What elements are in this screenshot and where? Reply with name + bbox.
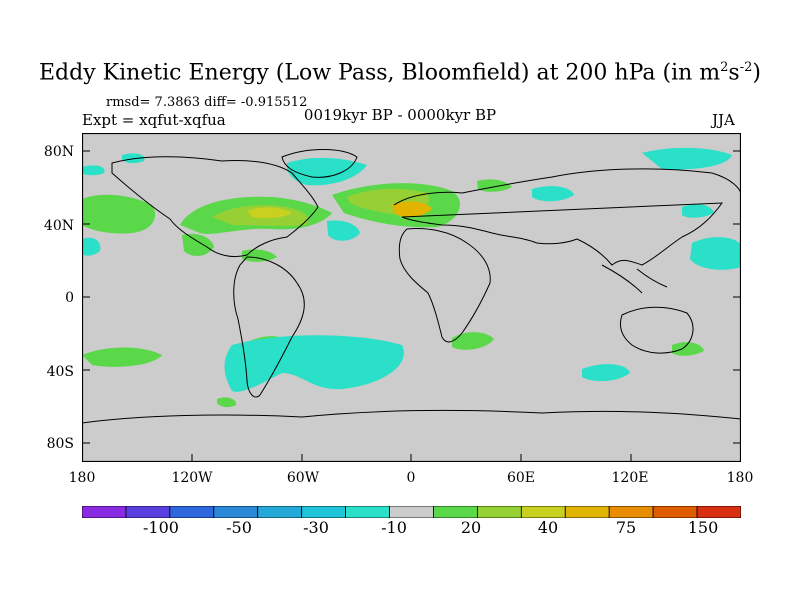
colorbar-box (82, 506, 127, 518)
colorbar-box (213, 506, 259, 518)
south-africa-patch (452, 332, 494, 350)
colorbar-label: -10 (381, 518, 407, 537)
greenland-sea-patch (286, 157, 367, 186)
title-unit-exp2: -2 (739, 60, 753, 75)
colorbar-box (476, 506, 522, 518)
title-end: ) (752, 60, 761, 86)
australia-coast (619, 306, 694, 354)
japan-patch (682, 204, 714, 218)
east-pacific-patch (82, 237, 101, 256)
central-asia-patch (532, 186, 574, 202)
colorbar-box (564, 506, 610, 518)
colorbar-box (608, 506, 654, 518)
lon-label-60w: 60W (286, 470, 320, 486)
mexico-patch (182, 233, 214, 256)
na-jet-max (247, 207, 292, 219)
colorbar-box (345, 506, 390, 518)
colorbar-label: 150 (687, 518, 719, 537)
north-america-coast (111, 156, 319, 258)
lat-label-eq: 0 (65, 290, 74, 306)
lon-label-180w: 180 (68, 470, 96, 486)
lon-label-0: 0 (406, 470, 416, 486)
colorbar-box (125, 506, 171, 518)
lon-label-60e: 60E (506, 470, 536, 486)
indonesia-coast (601, 264, 668, 294)
south-pacific-patch (82, 347, 162, 367)
map-ticks (82, 150, 741, 462)
colorbar-label: 40 (537, 518, 559, 537)
south-atlantic-band (224, 335, 404, 392)
lon-label-120w: 120W (171, 470, 213, 486)
colorbar-box (389, 506, 434, 518)
lat-label-40n: 40N (43, 218, 74, 234)
coastlines (82, 149, 741, 424)
indian-ocean-patch (582, 364, 630, 382)
lon-label-120e: 120E (611, 470, 649, 486)
north-pacific-patch (690, 237, 741, 270)
lon-label-180e: 180 (726, 470, 754, 486)
colorbar-box (652, 506, 698, 518)
colorbar-box (169, 506, 215, 518)
title-unit-s: s (728, 60, 740, 86)
antarctica-coast (82, 409, 741, 424)
colorbar (82, 506, 741, 518)
period-label: 0019kyr BP - 0000kyr BP (303, 106, 497, 124)
colorbar-label: -100 (143, 518, 179, 537)
colorbar-label: 20 (460, 518, 482, 537)
greenland-coast (281, 149, 358, 178)
colorbar-box (520, 506, 566, 518)
pacific-east-patch (82, 194, 156, 234)
siberia-patch (642, 147, 732, 170)
negative-anomaly-fills (82, 147, 741, 392)
title-unit-exp1: 2 (720, 60, 729, 75)
experiment-label: Expt = xqfut-xqfua (82, 111, 226, 129)
lat-label-80s: 80S (46, 436, 74, 452)
season-label: JJA (712, 111, 735, 129)
colorbar-box (301, 506, 346, 518)
colorbar-box (257, 506, 303, 518)
south-america-coast (233, 256, 305, 398)
colorbar-box (696, 506, 741, 518)
plot-title: Eddy Kinetic Energy (Low Pass, Bloomfiel… (0, 60, 800, 85)
colorbar-box (433, 506, 478, 518)
europe-jet-peak (392, 201, 432, 218)
map-border (82, 133, 741, 462)
caribbean-patch (242, 249, 277, 262)
title-text: Eddy Kinetic Energy (Low Pass, Bloomfiel… (39, 60, 721, 86)
mid-atlantic-patch (327, 220, 360, 241)
africa-coast (398, 228, 491, 343)
stats-line: rmsd= 7.3863 diff= -0.915512 (106, 95, 308, 110)
map-background (82, 133, 741, 462)
colorbar-label: -50 (226, 518, 252, 537)
colorbar-label: 75 (615, 518, 637, 537)
tasman-patch (672, 342, 704, 356)
drake-patch (217, 397, 237, 408)
lat-label-40s: 40S (46, 364, 74, 380)
bering-patch (82, 165, 105, 176)
colorbar-label: -30 (303, 518, 329, 537)
map-panel (82, 133, 741, 462)
lat-label-80n: 80N (43, 144, 74, 160)
eurasia-coast (393, 168, 741, 266)
